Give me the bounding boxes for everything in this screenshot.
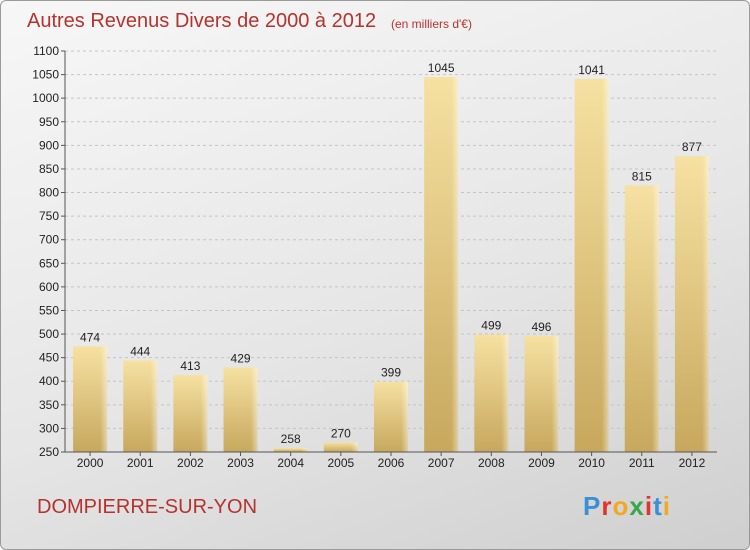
bar-highlight: [73, 346, 108, 452]
x-tick-label: 2010: [578, 456, 605, 470]
logo-letter: i: [662, 491, 671, 521]
logo-letter: o: [612, 491, 630, 521]
y-tick-label: 750: [39, 209, 59, 223]
logo-letter: x: [629, 491, 645, 521]
bar-value-label: 444: [130, 344, 150, 358]
x-tick-label: 2007: [428, 456, 455, 470]
x-tick-label: 2009: [528, 456, 555, 470]
y-tick-label: 550: [39, 303, 59, 317]
x-tick-label: 2005: [327, 456, 354, 470]
y-tick-label: 1000: [32, 91, 59, 105]
bar-highlight: [624, 185, 659, 452]
y-tick-label: 1100: [33, 44, 59, 58]
bar-value-label: 1041: [578, 63, 605, 77]
bar-value-label: 499: [481, 319, 501, 333]
x-tick-label: 2011: [629, 456, 655, 470]
bars-layer: 474 444 413 429 258 270 399 1045 499 496 1041 815 87…: [73, 61, 709, 453]
bar-value-label: 429: [231, 352, 251, 366]
bar-highlight: [173, 375, 208, 452]
y-tick-label: 700: [39, 233, 59, 247]
bar-value-label: 270: [331, 427, 351, 441]
y-tick-label: 650: [39, 256, 59, 270]
x-tick-label: 2001: [127, 456, 154, 470]
x-tick-label: 2003: [227, 456, 254, 470]
bar-value-label: 399: [381, 366, 401, 380]
y-tick-label: 600: [39, 280, 59, 294]
bar-highlight: [424, 76, 459, 453]
bar-highlight: [374, 381, 408, 452]
x-tick-label: 2008: [478, 456, 505, 470]
bar-highlight: [474, 334, 509, 452]
x-tick-label: 2006: [378, 456, 405, 470]
y-tick-label: 950: [39, 115, 59, 129]
logo-letter: i: [644, 491, 654, 521]
x-tick-label: 2012: [679, 456, 706, 470]
bar-value-label: 1045: [428, 61, 455, 75]
bar-value-label: 413: [180, 359, 200, 373]
y-tick-label: 800: [39, 186, 59, 200]
logo-letter: P: [583, 491, 602, 521]
bar-value-label: 474: [80, 330, 100, 344]
y-tick-label: 900: [39, 138, 59, 152]
bar-highlight: [574, 78, 609, 453]
y-tick-label: 250: [39, 445, 59, 459]
chart-subtitle: (en milliers d'€): [391, 17, 472, 31]
bar-highlight: [223, 367, 258, 452]
logo-letter: t: [653, 491, 663, 521]
bar-value-label: 815: [632, 169, 652, 183]
y-tick-label: 350: [39, 398, 59, 412]
bar-value-label: 496: [531, 320, 551, 334]
x-tick-label: 2002: [177, 456, 204, 470]
y-tick-label: 850: [39, 162, 59, 176]
bar-value-label: 877: [682, 140, 702, 154]
axis-layer: 250 300 350 400 450 500 550 600 650 700 750 800 850 9…: [32, 44, 717, 470]
y-tick-label: 500: [39, 327, 59, 341]
bar-highlight: [524, 335, 559, 452]
bar-highlight: [323, 442, 358, 452]
logo-letter: r: [601, 491, 613, 521]
y-tick-label: 400: [39, 374, 59, 388]
bar-highlight: [273, 448, 308, 452]
bar-highlight: [123, 360, 158, 452]
x-tick-label: 2000: [77, 456, 104, 470]
x-tick-label: 2004: [277, 456, 304, 470]
chart-title: Autres Revenus Divers de 2000 à 2012: [27, 10, 377, 32]
proxiti-logo: Proxiti: [583, 491, 671, 522]
bar-value-label: 258: [281, 432, 301, 446]
commune-name: DOMPIERRE-SUR-YON: [37, 496, 258, 518]
y-tick-label: 300: [39, 421, 59, 435]
y-tick-label: 1050: [32, 68, 59, 82]
y-tick-label: 450: [39, 351, 59, 365]
bar-highlight: [674, 156, 709, 452]
